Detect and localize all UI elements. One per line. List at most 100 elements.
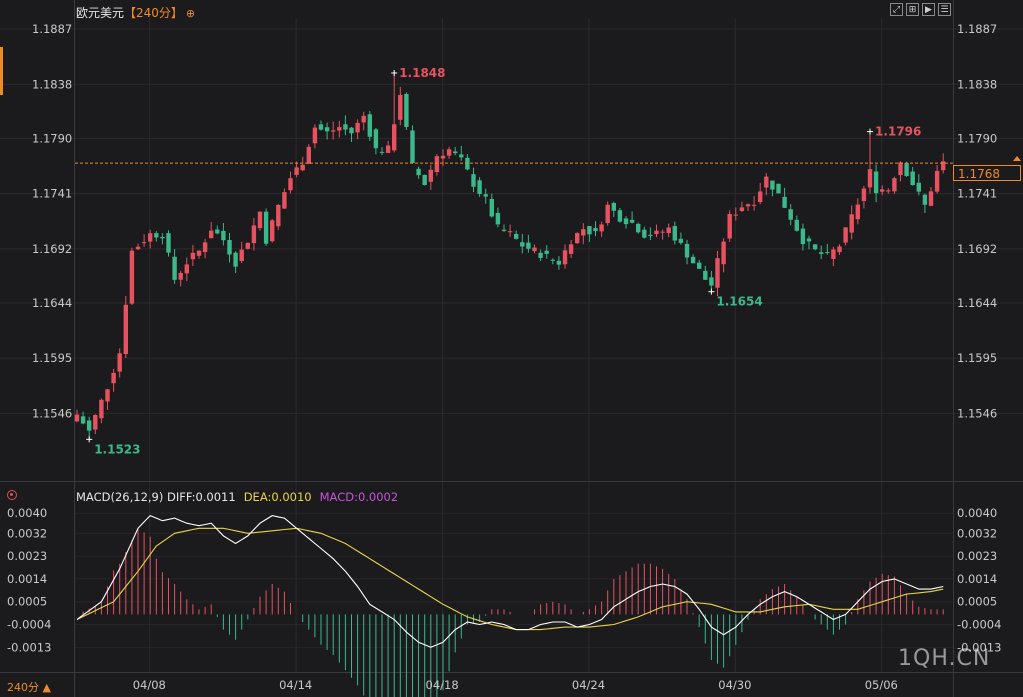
candle-body	[733, 214, 738, 216]
play-icon[interactable]: ▶	[922, 3, 935, 16]
candle-body	[80, 416, 86, 424]
candle-body	[568, 244, 574, 254]
candle-body	[520, 242, 525, 247]
date-axis-label: 04/08	[133, 678, 166, 692]
candle-body	[422, 174, 427, 185]
candle-body	[471, 174, 476, 187]
candle-body	[928, 191, 934, 206]
candle-body	[873, 171, 879, 194]
candle-body	[880, 189, 885, 192]
macd-axis-label-right: 0.0040	[957, 506, 997, 520]
candle-body	[312, 127, 318, 144]
candle-body	[599, 224, 604, 232]
date-axis-label: 05/06	[865, 678, 898, 692]
candle-body	[477, 180, 482, 194]
add-indicator-icon[interactable]: ⊕	[185, 7, 196, 20]
price-axis-label-right: 1.1838	[957, 77, 997, 91]
candle-body	[886, 190, 891, 192]
period-label[interactable]: 【240分】	[124, 6, 183, 20]
candle-body	[172, 256, 177, 280]
macd-axis-label-left: 0.0032	[7, 526, 47, 540]
price-tag-arrow-icon	[1013, 156, 1021, 161]
candle-body	[764, 176, 769, 188]
price-axis-label-right: 1.1790	[957, 131, 997, 145]
candle-body	[129, 250, 135, 304]
period-selector[interactable]: 240分 ▲	[7, 679, 51, 695]
crosshair-icon[interactable]: ⊞	[906, 3, 919, 16]
diff-line	[76, 514, 944, 648]
candle-body	[678, 238, 684, 243]
candle-body	[709, 277, 714, 286]
candle-body	[562, 250, 568, 265]
candle-body	[239, 249, 244, 262]
date-axis-label: 04/14	[279, 678, 312, 692]
candle-body	[642, 229, 647, 238]
date-axis-label: 04/18	[426, 678, 459, 692]
macd-axis-label-right: 0.0014	[957, 572, 997, 586]
candle-body	[202, 242, 208, 253]
candle-body	[428, 169, 433, 182]
macd-axis-label-left: 0.0014	[7, 572, 47, 586]
date-axis-label: 04/30	[718, 678, 751, 692]
macd-dea-label: DEA:0.0010	[243, 490, 312, 504]
candle-body	[745, 204, 751, 207]
candle-body	[934, 170, 940, 192]
candle-body	[721, 241, 726, 265]
candle-body	[800, 228, 806, 245]
dea-line	[76, 527, 944, 631]
candle-body	[282, 192, 287, 209]
price-axis-label-left: 1.1644	[32, 296, 72, 310]
candle-body	[410, 130, 415, 163]
candle-body	[910, 171, 915, 186]
candle-body	[306, 146, 311, 164]
candle-body	[550, 259, 555, 261]
candle-body	[148, 233, 153, 242]
candle-body	[99, 399, 104, 419]
candle-body	[751, 204, 757, 206]
candle-body	[300, 164, 305, 171]
candle-body	[831, 249, 836, 259]
fullscreen-icon[interactable]: ⤢	[890, 3, 903, 16]
candle-body	[812, 244, 818, 250]
candle-body	[288, 178, 293, 191]
candle-body	[276, 204, 281, 227]
chart-title: 欧元美元【240分】 ⊕	[76, 4, 195, 21]
candle-body	[233, 252, 238, 267]
candle-body	[629, 219, 635, 223]
candle-body	[160, 236, 165, 239]
candle-body	[623, 218, 629, 225]
high-price-label: 1.1848	[399, 66, 445, 80]
candle-body	[648, 234, 653, 236]
candle-body	[532, 247, 537, 252]
low-price-label: 1.1523	[94, 442, 140, 456]
candle-body	[855, 204, 860, 220]
candle-body	[154, 233, 159, 238]
candle-body	[215, 229, 220, 234]
candle-body	[392, 124, 397, 151]
candle-body	[105, 389, 110, 402]
candle-body	[117, 353, 122, 372]
candle-body	[715, 258, 720, 288]
indicator-target-icon[interactable]	[7, 490, 17, 500]
candle-body	[111, 372, 116, 384]
candle-body	[385, 145, 391, 153]
high-price-label: 1.1796	[875, 125, 921, 139]
current-price-tag: 1.1768	[953, 165, 1021, 181]
candle-body	[355, 122, 360, 133]
settings-icon[interactable]: ☰	[938, 3, 951, 16]
candle-body	[190, 252, 196, 260]
candle-body	[123, 304, 128, 355]
macd-axis-label-right: -0.0013	[957, 640, 1001, 654]
candle-body	[892, 178, 897, 192]
candle-body	[453, 151, 458, 154]
candle-body	[587, 226, 592, 235]
symbol-name: 欧元美元	[76, 6, 125, 20]
candle-body	[819, 252, 824, 254]
candle-body	[483, 194, 488, 197]
candle-body	[703, 270, 708, 280]
candle-body	[904, 163, 909, 177]
candle-body	[849, 214, 854, 233]
candle-body	[922, 194, 928, 205]
candle-body	[794, 219, 799, 231]
